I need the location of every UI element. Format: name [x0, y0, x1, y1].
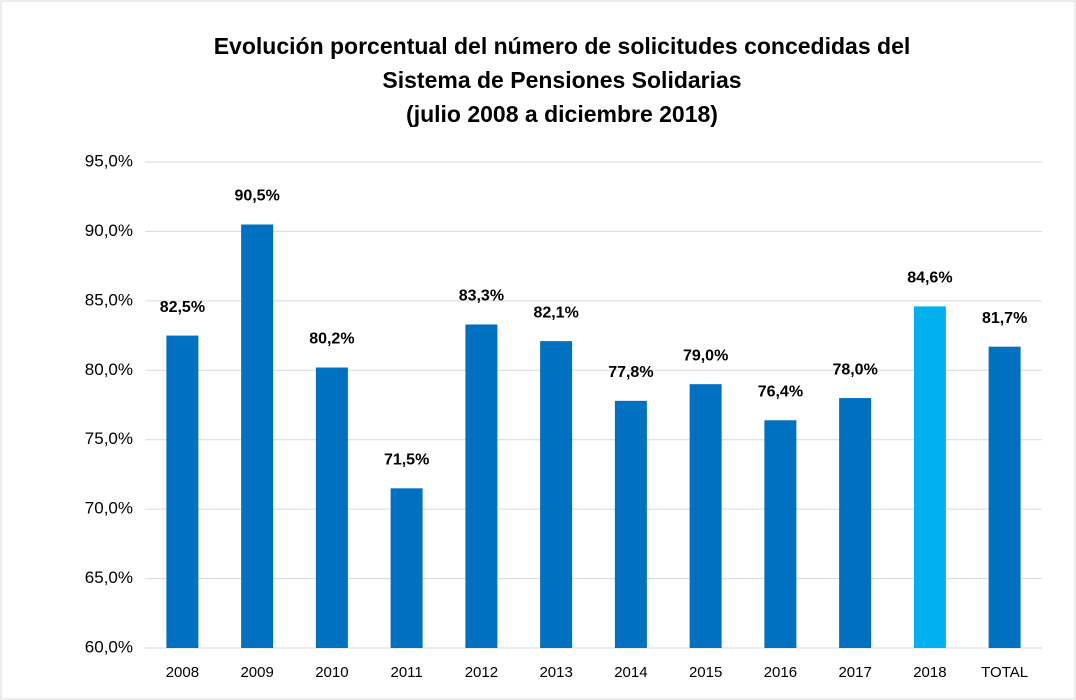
bar — [465, 324, 498, 648]
x-tick-label: 2011 — [390, 664, 422, 681]
x-tick-label: 2015 — [689, 664, 722, 681]
data-label: 80,2% — [309, 331, 354, 348]
y-tick-label: 85,0% — [85, 290, 133, 309]
data-label: 79,0% — [683, 347, 728, 364]
bar — [241, 224, 274, 648]
data-label: 82,1% — [533, 304, 578, 321]
x-tick-label: TOTAL — [981, 664, 1028, 681]
data-label: 90,5% — [234, 188, 279, 205]
data-label: 84,6% — [907, 270, 952, 287]
bar — [390, 488, 423, 648]
bar — [315, 367, 348, 648]
data-label: 77,8% — [608, 364, 653, 381]
bar — [614, 400, 647, 648]
y-tick-label: 95,0% — [85, 151, 133, 170]
bar — [166, 335, 199, 648]
x-tick-label: 2014 — [614, 664, 647, 681]
chart-title: (julio 2008 a diciembre 2018) — [406, 101, 718, 127]
bar — [689, 384, 722, 648]
bar — [913, 306, 946, 648]
x-tick-label: 2010 — [315, 664, 348, 681]
bar — [764, 420, 797, 648]
y-tick-label: 75,0% — [85, 429, 133, 448]
x-tick-label: 2012 — [465, 664, 498, 681]
data-label: 81,7% — [982, 310, 1027, 327]
y-tick-label: 90,0% — [85, 221, 133, 240]
y-tick-label: 70,0% — [85, 499, 133, 518]
y-tick-label: 65,0% — [85, 568, 133, 587]
x-tick-label: 2017 — [838, 664, 871, 681]
bar — [839, 398, 872, 648]
bar — [988, 346, 1021, 648]
x-tick-label: 2016 — [764, 664, 797, 681]
bar — [540, 341, 573, 648]
x-tick-label: 2018 — [913, 664, 946, 681]
chart-title: Evolución porcentual del número de solic… — [214, 33, 911, 59]
data-label: 83,3% — [459, 288, 504, 305]
y-tick-label: 60,0% — [85, 637, 133, 656]
data-label: 78,0% — [832, 361, 877, 378]
data-label: 76,4% — [758, 383, 803, 400]
x-tick-label: 2009 — [240, 664, 273, 681]
data-label: 71,5% — [384, 452, 429, 469]
y-tick-label: 80,0% — [85, 360, 133, 379]
chart-title: Sistema de Pensiones Solidarias — [382, 67, 741, 93]
x-tick-label: 2008 — [166, 664, 199, 681]
x-tick-label: 2013 — [539, 664, 572, 681]
data-label: 82,5% — [160, 299, 205, 316]
